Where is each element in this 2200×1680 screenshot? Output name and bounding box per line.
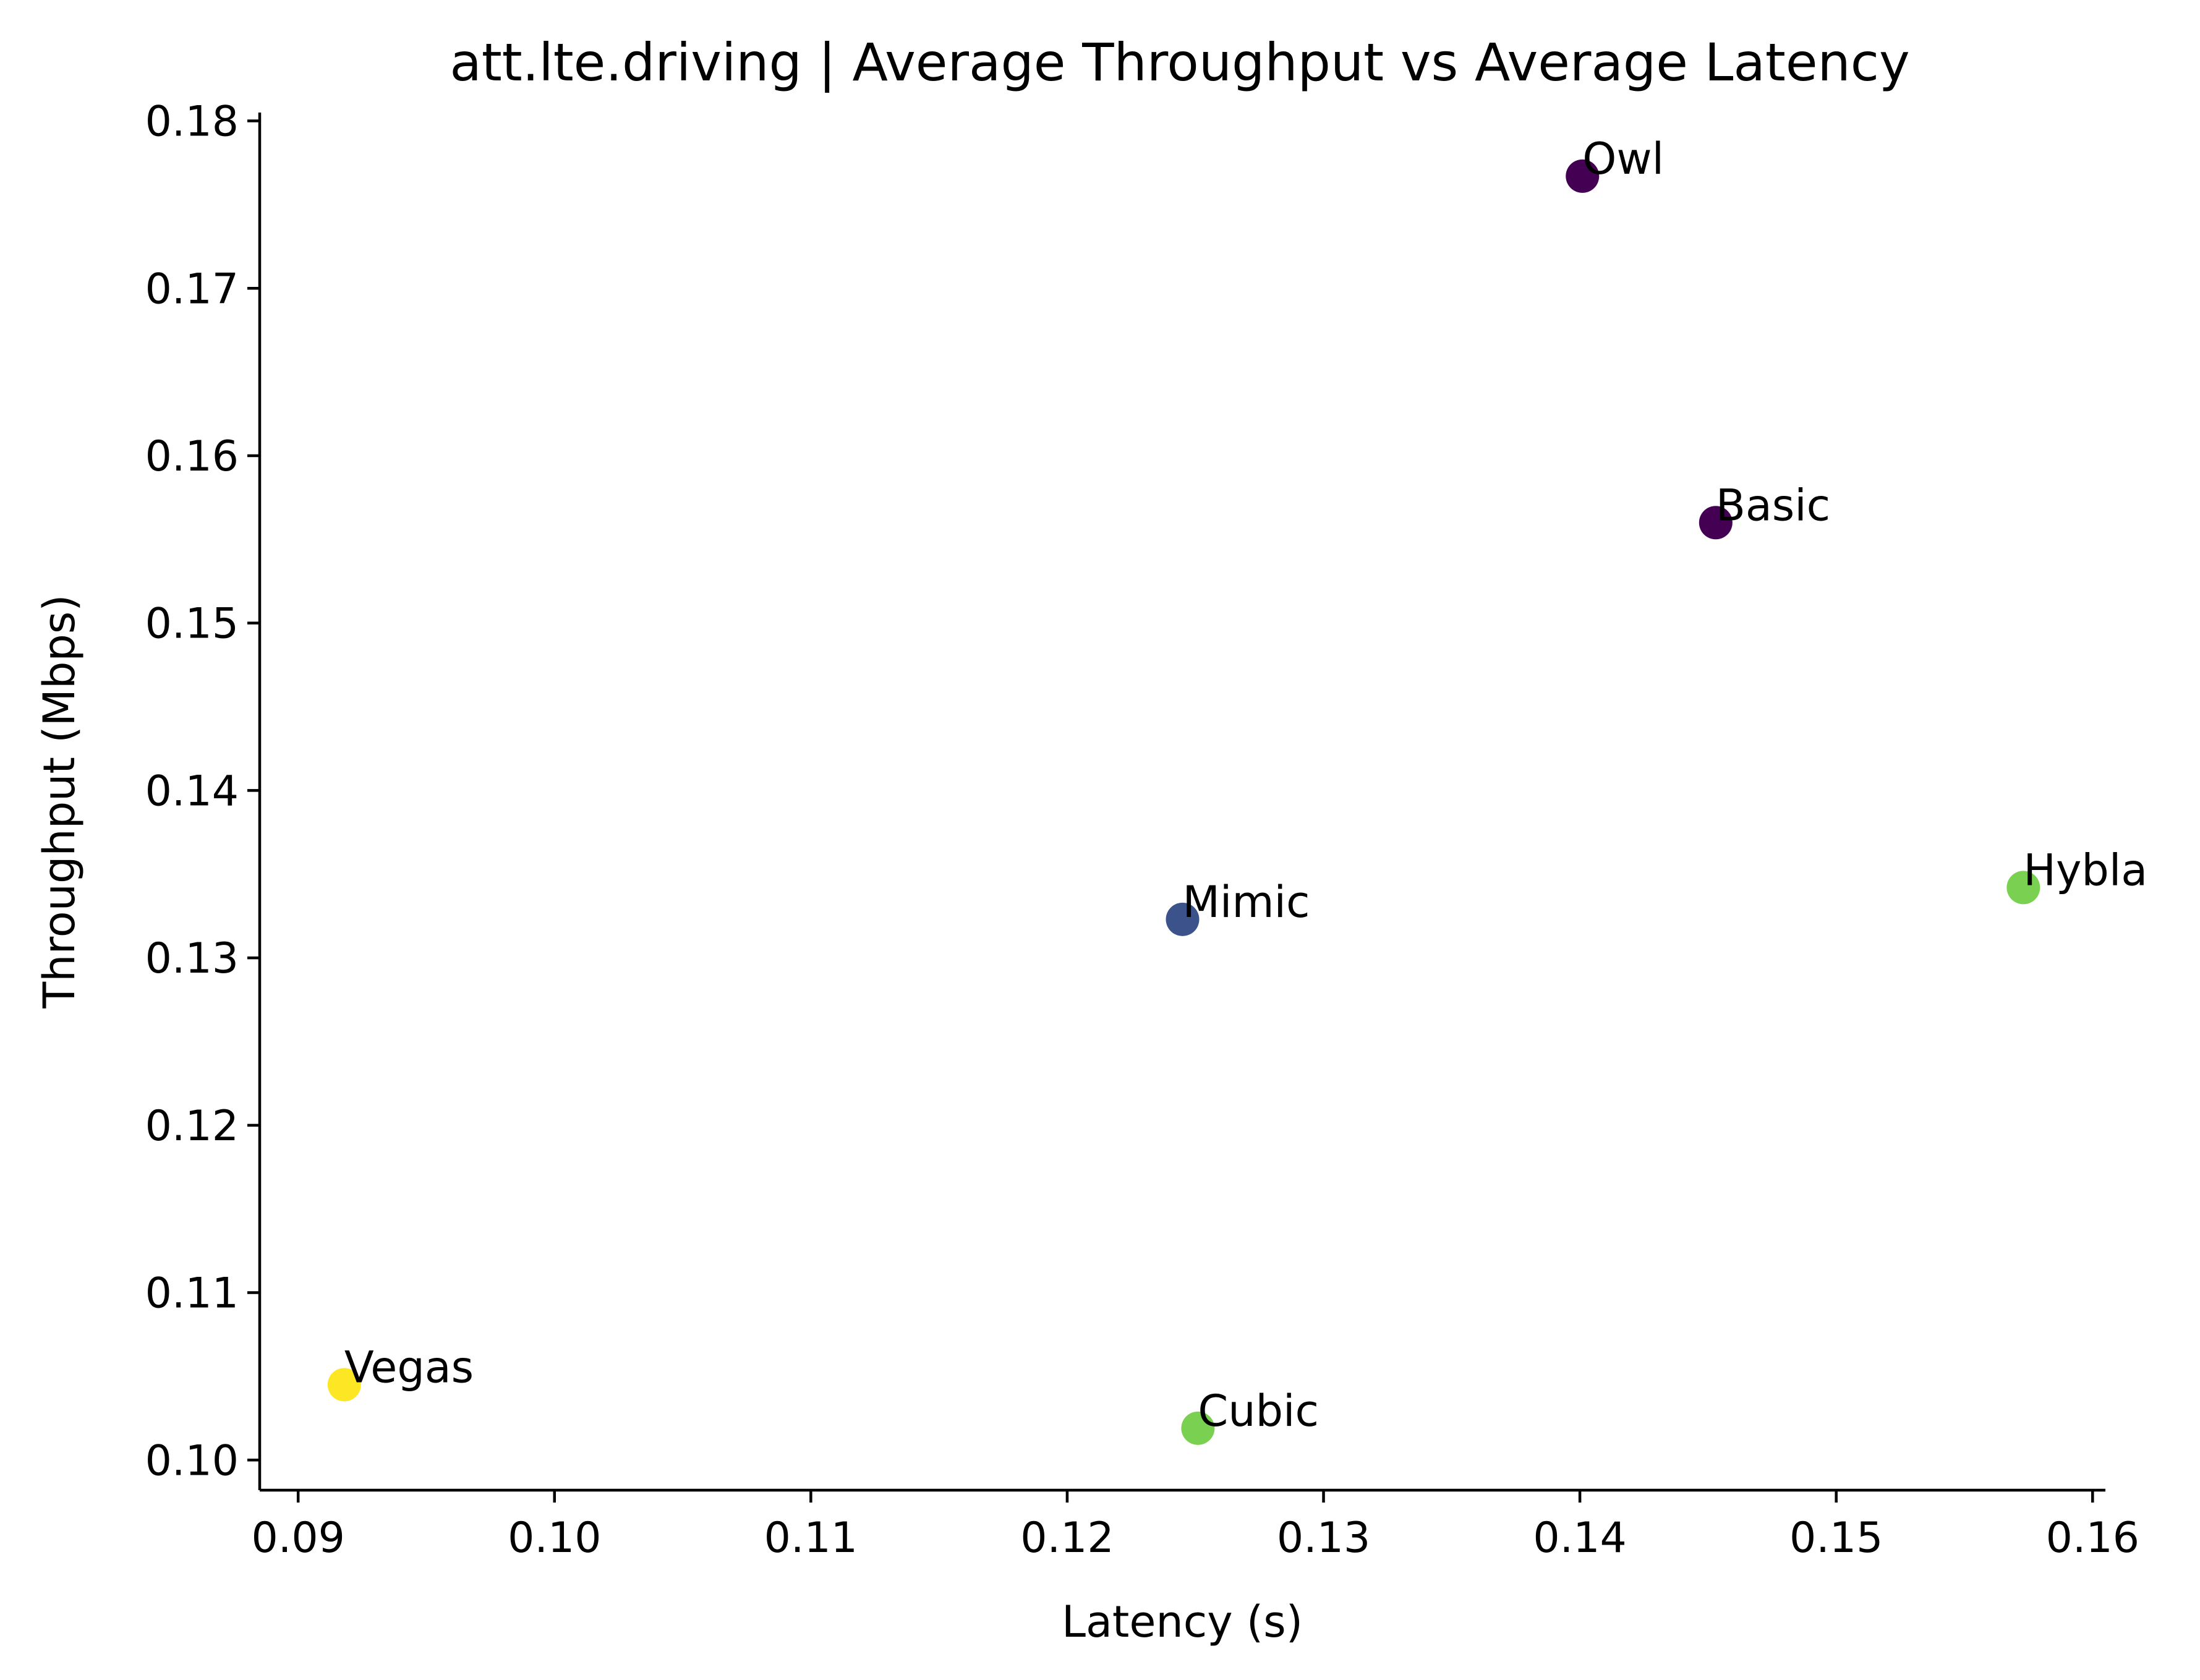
x-tick-label: 0.13 <box>1277 1514 1370 1563</box>
x-tick-label: 0.11 <box>764 1514 858 1563</box>
point-owl <box>1566 159 1600 193</box>
y-ticks: 0.10 0.11 0.12 0.13 0.14 0.15 0.16 0.17 0.18 <box>145 98 260 1485</box>
point-basic <box>1699 506 1733 540</box>
x-tick-label: 0.14 <box>1533 1514 1626 1563</box>
y-tick-label: 0.18 <box>145 98 239 147</box>
x-ticks: 0.09 0.10 0.11 0.12 0.13 0.14 0.15 0.16 <box>251 1490 2139 1563</box>
x-tick-label: 0.09 <box>251 1514 344 1563</box>
point-label-owl: Owl <box>1582 134 1664 184</box>
x-tick-label: 0.15 <box>1789 1514 1883 1563</box>
point-vegas <box>327 1368 361 1402</box>
point-hybla <box>2006 871 2040 905</box>
chart-title: att.lte.driving | Average Throughput vs … <box>450 32 1909 93</box>
x-tick-label: 0.16 <box>2046 1514 2139 1563</box>
y-tick-label: 0.15 <box>145 600 239 649</box>
y-tick-label: 0.16 <box>145 432 239 481</box>
y-tick-label: 0.14 <box>145 767 239 816</box>
point-label-basic: Basic <box>1716 480 1830 531</box>
point-label-vegas: Vegas <box>344 1342 474 1392</box>
x-axis-label: Latency (s) <box>1062 1597 1303 1647</box>
point-label-mimic: Mimic <box>1183 877 1310 927</box>
y-tick-label: 0.17 <box>145 265 239 313</box>
point-label-cubic: Cubic <box>1198 1386 1319 1436</box>
data-points: Owl Basic Mimic Hybla Cubic Vegas <box>327 134 2147 1445</box>
y-tick-label: 0.12 <box>145 1102 239 1151</box>
y-tick-label: 0.11 <box>145 1269 239 1318</box>
x-tick-label: 0.12 <box>1020 1514 1114 1563</box>
point-label-hybla: Hybla <box>2023 845 2147 895</box>
y-axis-label: Throughput (Mbps) <box>34 594 85 1008</box>
point-cubic <box>1181 1411 1215 1445</box>
y-tick-label: 0.10 <box>145 1436 239 1485</box>
x-tick-label: 0.10 <box>508 1514 601 1563</box>
point-mimic <box>1166 902 1200 936</box>
y-tick-label: 0.13 <box>145 934 239 983</box>
axes <box>258 113 2105 1492</box>
